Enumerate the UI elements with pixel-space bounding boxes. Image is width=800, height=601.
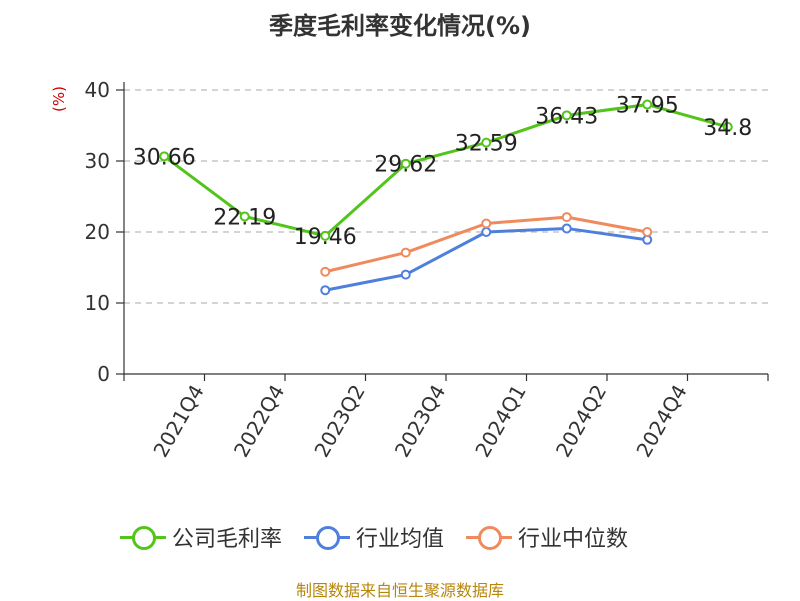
y-tick-label: 10 [85,291,110,315]
data-label: 19.46 [294,225,357,250]
legend-label: 公司毛利率 [172,527,283,552]
y-tick-label: 40 [85,78,110,102]
data-point-company [159,151,170,162]
y-tick-label: 0 [97,362,110,386]
legend-circle [316,526,341,550]
x-tick-label: 2024Q4 [631,381,691,462]
x-tick-label: 2021Q4 [148,381,208,462]
data-point-company [481,137,492,148]
data-label: 34.8 [703,116,752,141]
data-point-company [239,211,250,222]
legend-marker-icon [120,525,166,550]
data-point-company [561,110,572,121]
legend-marker-icon [304,525,351,550]
x-tick-label: 2024Q1 [470,381,530,462]
data-point-industry_median [400,247,411,258]
data-label: 29.62 [374,153,437,178]
data-point-industry_mean [400,269,411,280]
chart-title: 季度毛利率变化情况(%) [269,12,531,40]
data-point-industry_median [481,218,492,229]
x-tick-label: 2023Q4 [390,381,450,462]
y-tick-label: 30 [85,149,110,173]
data-label: 22.19 [213,205,276,230]
data-point-industry_median [320,266,331,277]
legend-item-company[interactable]: 公司毛利率 [120,521,282,553]
data-point-company [642,99,653,110]
x-tick-label: 2022Q4 [229,381,289,462]
series-line-company [163,103,729,238]
x-tick-label: 2023Q2 [309,381,369,462]
data-point-industry_mean [561,223,572,234]
data-label: 36.43 [535,104,598,129]
y-tick-label: 20 [85,220,110,244]
data-point-company [400,158,411,169]
legend-item-industry_median[interactable]: 行业中位数 [466,521,628,553]
legend: 公司毛利率 行业均值 行业中位数 [120,520,740,554]
source-footer: 制图数据来自恒生聚源数据库 [295,581,504,600]
data-point-industry_median [642,227,653,237]
data-point-industry_mean [320,285,331,296]
data-label: 32.59 [455,132,518,157]
legend-item-industry_mean[interactable]: 行业均值 [304,521,444,553]
legend-circle [478,526,503,550]
data-point-company [722,121,733,132]
legend-label: 行业中位数 [518,527,629,552]
data-point-industry_mean [642,234,653,245]
data-point-industry_median [561,212,572,223]
data-point-industry_mean [481,227,492,237]
data-label: 30.66 [133,145,196,170]
data-label: 37.95 [616,94,679,119]
legend-marker-icon [466,525,513,550]
data-point-company [320,230,331,241]
legend-circle [132,526,156,550]
x-tick-label: 2024Q2 [551,381,611,462]
legend-label: 行业均值 [356,527,445,552]
